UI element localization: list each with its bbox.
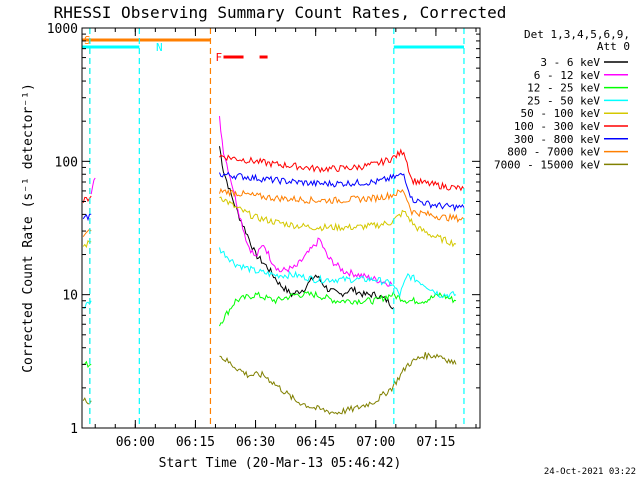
legend-entry-label: 100 - 300 keV: [514, 120, 600, 133]
series-line: [90, 177, 96, 195]
x-tick-label: 06:00: [116, 435, 155, 450]
x-axis: 06:00 06:15 06:30 06:45 07:00 07:15: [94, 28, 477, 450]
legend-entry-label: 3 - 6 keV: [540, 56, 600, 69]
footer-date: 24-Oct-2021 03:22: [544, 467, 636, 477]
x-tick-label: 06:15: [176, 435, 215, 450]
chart-title: RHESSI Observing Summary Count Rates, Co…: [54, 3, 507, 22]
y-axis: 1 10 100 1000: [47, 22, 480, 437]
series-line: [219, 352, 457, 415]
x-tick-label: 06:30: [236, 435, 275, 450]
legend-entry-label: 50 - 100 keV: [521, 107, 601, 120]
x-tick-label: 07:00: [356, 435, 395, 450]
plot-lines-layer: [82, 116, 465, 415]
y-tick-label: 1000: [47, 22, 78, 37]
series-line: [219, 196, 457, 248]
legend-header-line-1: Det 1,3,4,5,6,9,: [524, 28, 630, 41]
legend-header-line-2: Att 0: [597, 40, 630, 53]
flag-label: F: [215, 51, 222, 64]
series-line: [219, 171, 465, 212]
flag-label: S: [84, 34, 91, 47]
legend-entry-label: 800 - 7000 keV: [507, 146, 600, 159]
vline-layer: [89, 28, 465, 428]
legend-entry-label: 6 - 12 keV: [534, 69, 601, 82]
legend-entry-label: 7000 - 15000 keV: [494, 158, 600, 171]
legend-entry-label: 300 - 800 keV: [514, 133, 600, 146]
plot-frame: [81, 27, 481, 429]
x-tick-label: 07:15: [416, 435, 455, 450]
series-line: [219, 116, 393, 287]
series-line: [82, 195, 92, 204]
flag-layer: S N F: [82, 34, 464, 64]
x-axis-label: Start Time (20-Mar-13 05:46:42): [159, 456, 402, 471]
series-line: [219, 148, 465, 192]
legend-entry-label: 25 - 50 keV: [527, 94, 600, 107]
series-line: [82, 213, 92, 222]
y-axis-label: Corrected Count Rate (s⁻¹ detector⁻¹): [21, 83, 36, 373]
series-line: [219, 290, 457, 327]
y-tick-label: 10: [62, 289, 78, 304]
y-tick-label: 100: [55, 155, 78, 170]
y-tick-label: 1: [70, 422, 78, 437]
x-tick-label: 06:45: [296, 435, 335, 450]
flag-label: N: [156, 41, 163, 54]
series-line: [219, 247, 457, 299]
series-line: [219, 146, 395, 310]
legend-entry-label: 12 - 25 keV: [527, 82, 600, 95]
series-line: [219, 187, 465, 224]
